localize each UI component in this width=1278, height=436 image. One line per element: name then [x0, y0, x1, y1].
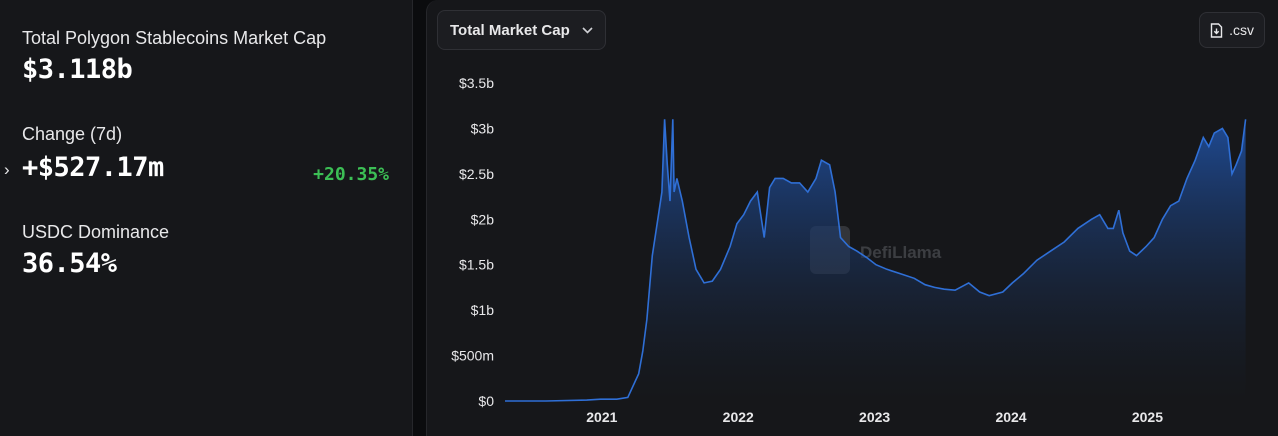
y-tick-label: $3b [471, 120, 495, 136]
watermark-text: DefiLlama [860, 243, 942, 262]
y-tick-label: $1.5b [459, 257, 494, 273]
csv-label: .csv [1229, 22, 1254, 38]
download-csv-button[interactable]: .csv [1199, 12, 1265, 48]
total-market-cap-label: Total Polygon Stablecoins Market Cap [22, 28, 327, 48]
x-tick-label: 2025 [1132, 409, 1163, 425]
change-7d-label: Change (7d) [22, 124, 123, 144]
total-market-cap-value: $3.118b [22, 54, 133, 85]
y-tick-label: $3.5b [459, 75, 494, 91]
usdc-dominance-label: USDC Dominance [22, 222, 170, 242]
series-line [505, 119, 1247, 402]
usdc-dominance-value: 36.54% [22, 248, 117, 279]
change-7d-value: +$527.17m [22, 152, 164, 183]
y-tick-label: $0 [478, 393, 494, 409]
x-tick-label: 2021 [586, 409, 617, 425]
stats-panel: Total Polygon Stablecoins Market Cap $3.… [0, 0, 413, 436]
series-area [505, 119, 1246, 402]
x-axis: 2021 2022 2023 2024 2025 [586, 409, 1163, 425]
y-tick-label: $500m [451, 348, 494, 364]
change-7d-percent: +20.35% [313, 164, 389, 185]
chevron-down-icon [582, 26, 593, 34]
y-tick-label: $2b [471, 211, 495, 227]
y-tick-label: $1b [471, 302, 495, 318]
y-tick-label: $2.5b [459, 166, 494, 182]
y-axis: $0 $500m $1b $1.5b $2b $2.5b $3b $3.5b [451, 75, 494, 409]
x-tick-label: 2022 [723, 409, 754, 425]
metric-select-label: Total Market Cap [450, 21, 570, 39]
x-tick-label: 2024 [995, 409, 1026, 425]
x-tick-label: 2023 [859, 409, 890, 425]
metric-select[interactable]: Total Market Cap [437, 10, 606, 50]
chevron-right-icon[interactable]: › [4, 160, 10, 179]
file-download-icon [1210, 22, 1223, 38]
series-points [504, 119, 1246, 402]
